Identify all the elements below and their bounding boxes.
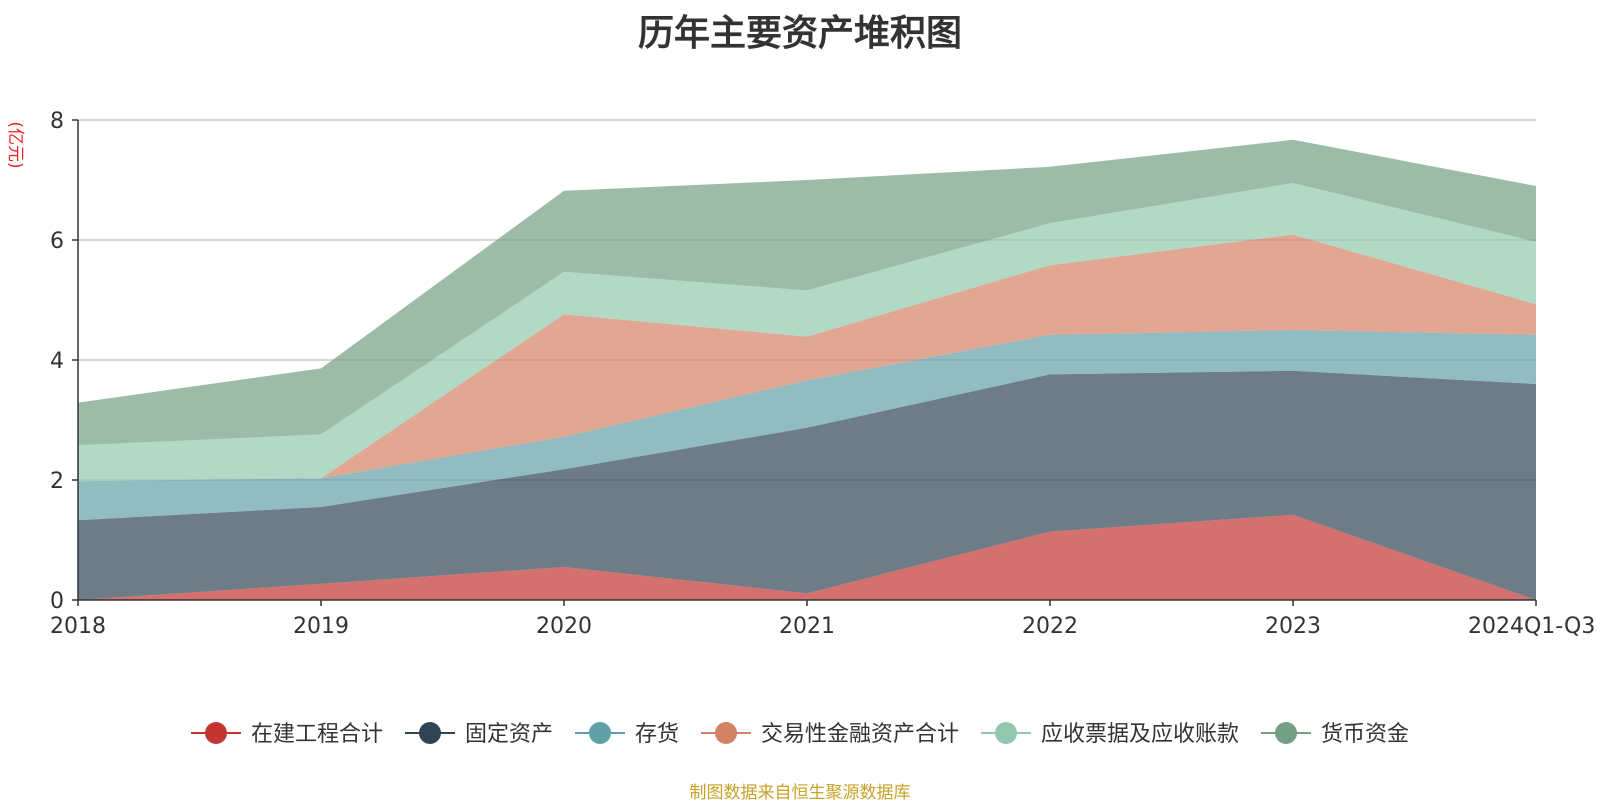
x-tick-label: 2023 [1265, 614, 1321, 639]
legend-item-2[interactable]: 固定资产 [405, 722, 553, 747]
legend-label: 货币资金 [1321, 722, 1409, 747]
legend-item-6[interactable]: 货币资金 [1261, 722, 1409, 747]
legend-marker [419, 722, 441, 744]
source-note: 制图数据来自恒生聚源数据库 [689, 783, 911, 803]
y-tick-label: 2 [50, 469, 64, 494]
x-tick-label: 2018 [50, 614, 106, 639]
legend-label: 固定资产 [465, 722, 553, 747]
legend-marker [995, 722, 1017, 744]
area-series-3 [78, 330, 1536, 521]
area-series-1 [78, 514, 1536, 600]
legend-marker [715, 722, 737, 744]
x-tick-label: 2022 [1022, 614, 1078, 639]
stacked-areas [78, 139, 1536, 600]
y-tick-label: 0 [50, 589, 64, 614]
y-tick-label: 6 [50, 229, 64, 254]
legend-label: 在建工程合计 [251, 722, 383, 747]
x-tick-label: 2020 [536, 614, 592, 639]
legend-marker [1275, 722, 1297, 744]
y-axis-label: (亿元) [5, 121, 25, 168]
axes: 0 2 4 6 8 2018 2019 2020 2021 2022 2023 2024Q1-Q3 (亿… [5, 109, 1595, 639]
legend-label: 存货 [635, 722, 679, 747]
x-tick-label: 2024Q1-Q3 [1468, 614, 1595, 639]
chart-title: 历年主要资产堆积图 [637, 13, 962, 54]
legend-item-5[interactable]: 应收票据及应收账款 [981, 722, 1239, 747]
legend-item-3[interactable]: 存货 [575, 722, 679, 747]
y-tick-label: 4 [50, 349, 64, 374]
legend-label: 交易性金融资产合计 [761, 722, 959, 747]
legend-marker [205, 722, 227, 744]
x-tick-label: 2021 [779, 614, 835, 639]
area-series-6 [78, 139, 1536, 446]
legend[interactable]: 在建工程合计 固定资产 存货 交易性金融资产合计 应收票据及应收账款 货币资金 [191, 722, 1409, 747]
legend-label: 应收票据及应收账款 [1041, 722, 1239, 747]
x-tick-label: 2019 [293, 614, 349, 639]
legend-item-4[interactable]: 交易性金融资产合计 [701, 722, 959, 747]
y-tick-label: 8 [50, 109, 64, 134]
area-series-5 [78, 183, 1536, 482]
area-series-2 [78, 370, 1536, 600]
legend-item-1[interactable]: 在建工程合计 [191, 722, 383, 747]
legend-marker [589, 722, 611, 744]
area-series-4 [78, 234, 1536, 482]
